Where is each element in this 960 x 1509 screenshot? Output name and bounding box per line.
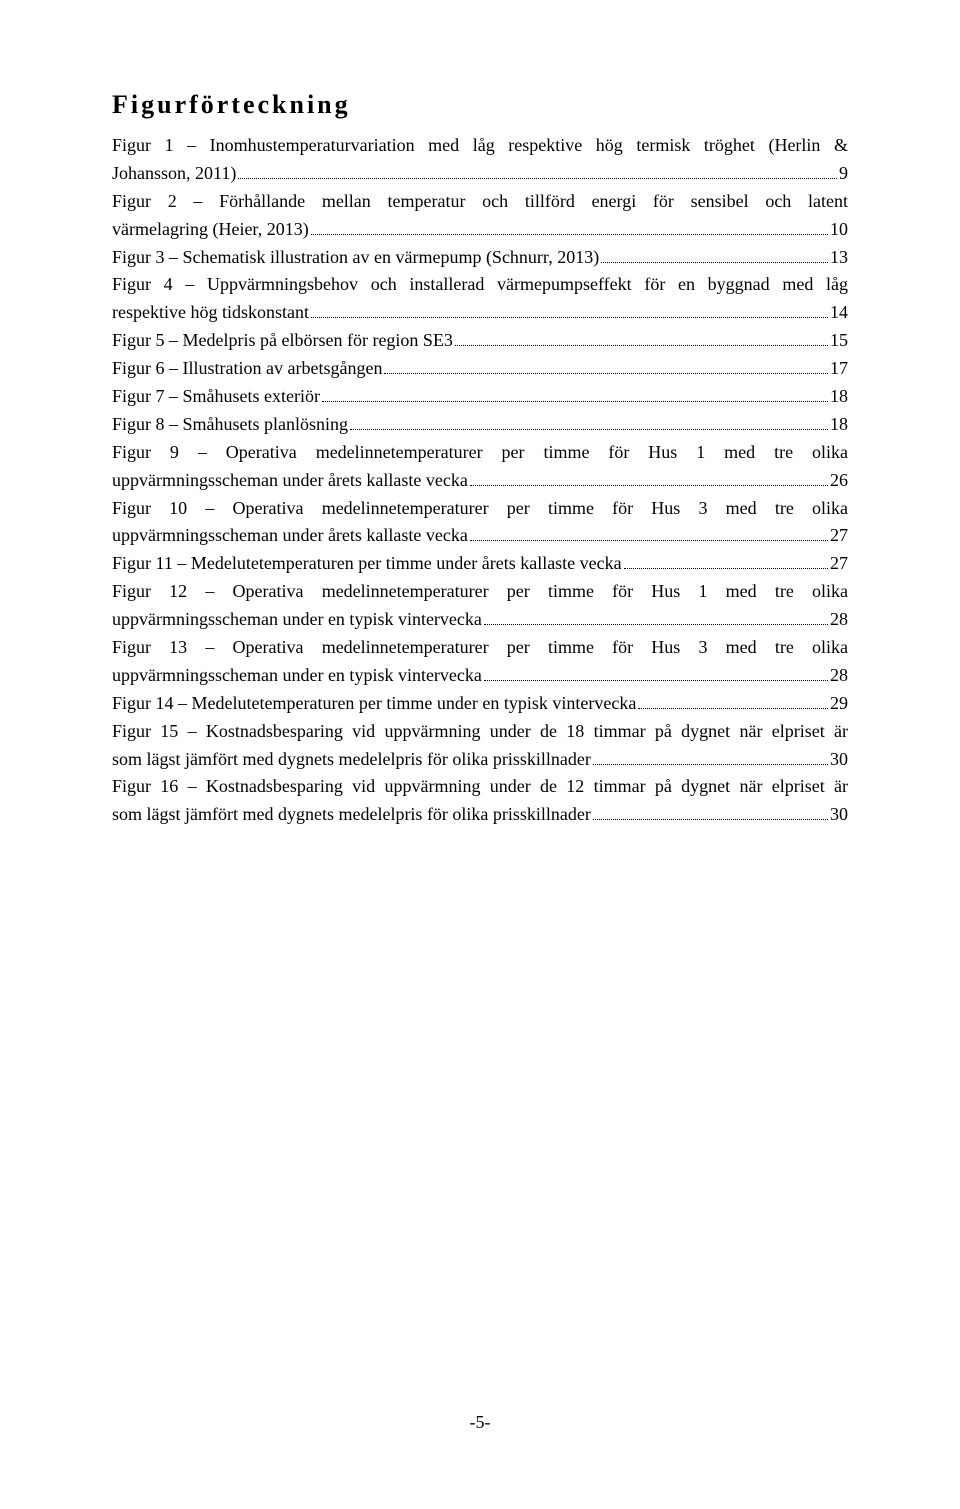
toc-entry-label: Figur 7 – Småhusets exteriör (112, 383, 320, 411)
toc-leader-dots (484, 667, 828, 681)
toc-entry: uppvärmningsscheman under årets kallaste… (112, 467, 848, 495)
toc-list: Figur 1 – Inomhustemperaturvariation med… (112, 132, 848, 829)
toc-entry-page: 18 (830, 383, 848, 411)
page-number-footer: -5- (0, 1412, 960, 1433)
toc-entry: Figur 5 – Medelpris på elbörsen för regi… (112, 327, 848, 355)
toc-entry-label: Figur 6 – Illustration av arbetsgången (112, 355, 382, 383)
toc-entry: värmelagring (Heier, 2013) 10 (112, 216, 848, 244)
toc-leader-dots (384, 361, 828, 375)
toc-leader-dots (238, 165, 837, 179)
toc-entry-page: 17 (830, 355, 848, 383)
toc-entry-page: 18 (830, 411, 848, 439)
toc-entry-label: värmelagring (Heier, 2013) (112, 216, 309, 244)
toc-entry-label: som lägst jämfört med dygnets medelelpri… (112, 746, 591, 774)
toc-entry: respektive hög tidskonstant 14 (112, 299, 848, 327)
toc-entry-page: 15 (830, 327, 848, 355)
toc-leader-dots (624, 556, 828, 570)
toc-entry-page: 28 (830, 606, 848, 634)
toc-entry-label: Figur 14 – Medelutetemperaturen per timm… (112, 690, 636, 718)
toc-entry-line: Figur 4 – Uppvärmningsbehov och installe… (112, 271, 848, 299)
toc-leader-dots (601, 249, 828, 263)
toc-entry-page: 10 (830, 216, 848, 244)
toc-entry-label: Figur 11 – Medelutetemperaturen per timm… (112, 550, 622, 578)
toc-entry-label: uppvärmningsscheman under en typisk vint… (112, 662, 482, 690)
toc-entry-label: Figur 3 – Schematisk illustration av en … (112, 244, 599, 272)
toc-leader-dots (638, 695, 828, 709)
toc-entry-page: 30 (830, 746, 848, 774)
toc-entry: Figur 6 – Illustration av arbetsgången 17 (112, 355, 848, 383)
toc-entry-page: 27 (830, 550, 848, 578)
toc-entry: uppvärmningsscheman under en typisk vint… (112, 606, 848, 634)
toc-entry: Johansson, 2011) 9 (112, 160, 848, 188)
toc-entry: som lägst jämfört med dygnets medelelpri… (112, 801, 848, 829)
toc-entry-line: Figur 2 – Förhållande mellan temperatur … (112, 188, 848, 216)
toc-entry-line: Figur 12 – Operativa medelinnetemperatur… (112, 578, 848, 606)
toc-entry-page: 28 (830, 662, 848, 690)
toc-leader-dots (322, 388, 828, 402)
page: Figurförteckning Figur 1 – Inomhustemper… (0, 0, 960, 1509)
toc-entry-label: Figur 5 – Medelpris på elbörsen för regi… (112, 327, 453, 355)
toc-entry-label: Figur 8 – Småhusets planlösning (112, 411, 348, 439)
toc-entry-line: Figur 15 – Kostnadsbesparing vid uppvärm… (112, 718, 848, 746)
toc-entry-line: Figur 13 – Operativa medelinnetemperatur… (112, 634, 848, 662)
toc-entry-page: 29 (830, 690, 848, 718)
toc-entry-label: uppvärmningsscheman under en typisk vint… (112, 606, 482, 634)
toc-entry-label: uppvärmningsscheman under årets kallaste… (112, 522, 468, 550)
list-of-figures-heading: Figurförteckning (112, 90, 848, 120)
toc-leader-dots (311, 305, 828, 319)
toc-entry-line: Figur 10 – Operativa medelinnetemperatur… (112, 495, 848, 523)
toc-leader-dots (593, 751, 828, 765)
toc-entry-page: 9 (839, 160, 848, 188)
toc-entry-page: 13 (830, 244, 848, 272)
toc-entry-label: uppvärmningsscheman under årets kallaste… (112, 467, 468, 495)
toc-entry: uppvärmningsscheman under en typisk vint… (112, 662, 848, 690)
toc-leader-dots (350, 416, 828, 430)
toc-leader-dots (470, 528, 828, 542)
toc-entry: Figur 8 – Småhusets planlösning 18 (112, 411, 848, 439)
toc-entry-line: Figur 9 – Operativa medelinnetemperature… (112, 439, 848, 467)
toc-entry-label: som lägst jämfört med dygnets medelelpri… (112, 801, 591, 829)
toc-leader-dots (311, 221, 828, 235)
toc-entry-page: 14 (830, 299, 848, 327)
toc-entry: Figur 3 – Schematisk illustration av en … (112, 244, 848, 272)
toc-leader-dots (593, 807, 828, 821)
toc-entry-label: Johansson, 2011) (112, 160, 236, 188)
toc-entry-line: Figur 1 – Inomhustemperaturvariation med… (112, 132, 848, 160)
toc-entry-line: Figur 16 – Kostnadsbesparing vid uppvärm… (112, 773, 848, 801)
toc-entry-page: 30 (830, 801, 848, 829)
toc-entry: Figur 7 – Småhusets exteriör 18 (112, 383, 848, 411)
toc-entry-page: 27 (830, 522, 848, 550)
toc-entry-page: 26 (830, 467, 848, 495)
toc-entry: Figur 11 – Medelutetemperaturen per timm… (112, 550, 848, 578)
toc-entry-label: respektive hög tidskonstant (112, 299, 309, 327)
toc-leader-dots (470, 472, 828, 486)
toc-leader-dots (484, 612, 828, 626)
toc-entry: Figur 14 – Medelutetemperaturen per timm… (112, 690, 848, 718)
toc-entry: uppvärmningsscheman under årets kallaste… (112, 522, 848, 550)
toc-leader-dots (455, 333, 828, 347)
toc-entry: som lägst jämfört med dygnets medelelpri… (112, 746, 848, 774)
